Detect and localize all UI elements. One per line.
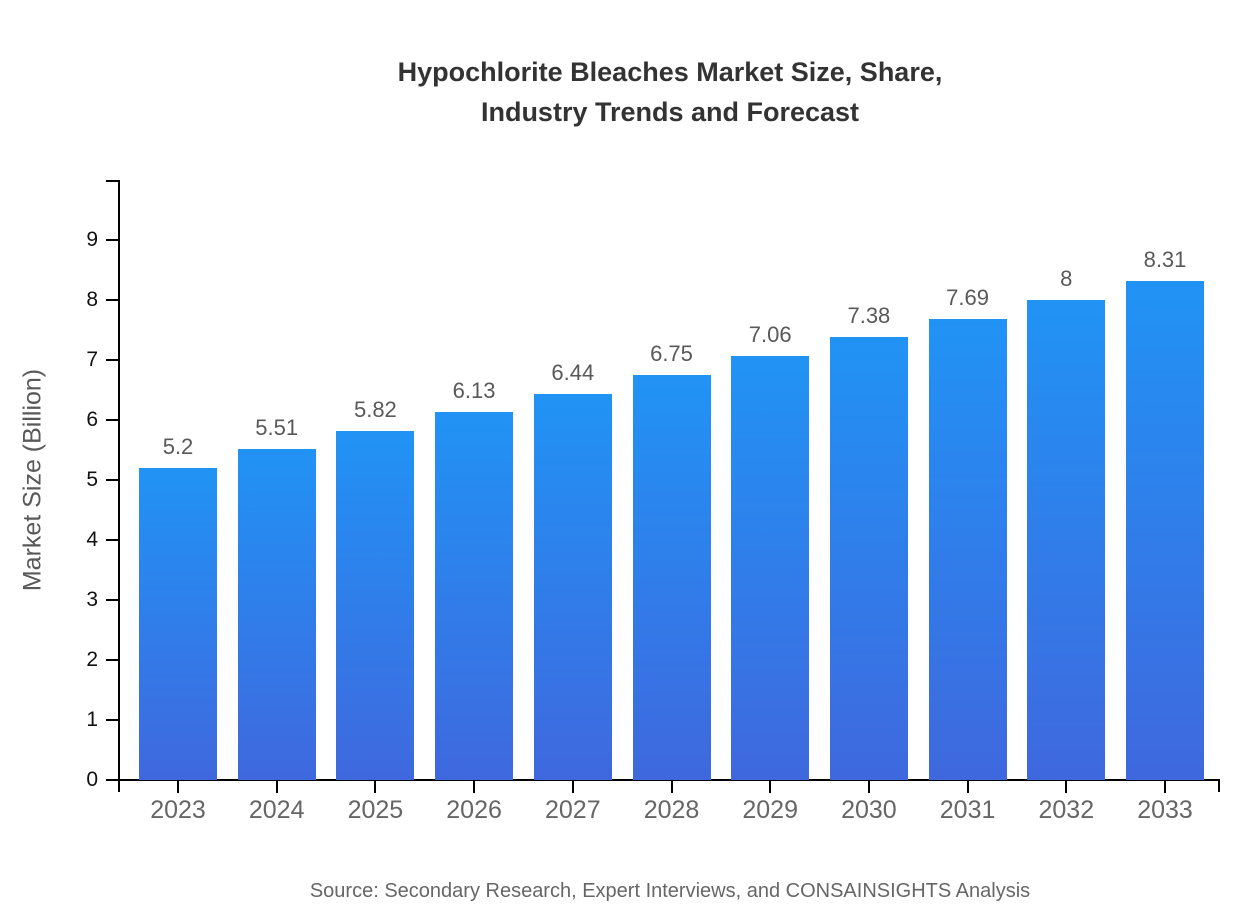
bar-2032: [1027, 300, 1106, 780]
y-axis-tick-label: 1: [86, 708, 98, 731]
bar-2029: [731, 356, 810, 780]
bar-2026: [435, 412, 514, 780]
bar-value-label-2027: 6.44: [551, 359, 595, 385]
y-axis-tick-label: 5: [86, 468, 98, 491]
bar-value-label-2031: 7.69: [946, 284, 989, 310]
x-axis-tick: [177, 781, 179, 793]
y-axis-tick-label: 7: [86, 348, 98, 371]
y-axis-tick-label: 3: [86, 588, 98, 611]
x-axis-tick-label-2028: 2028: [643, 796, 700, 824]
x-axis-tick: [1065, 781, 1068, 793]
x-axis-tick: [670, 781, 673, 793]
y-axis-tick-label: 4: [86, 528, 98, 551]
x-axis-end-cap: [1218, 779, 1220, 792]
x-axis-tick-label-2029: 2029: [742, 796, 798, 824]
y-axis-tick-label: 9: [86, 228, 98, 251]
y-axis-tick: [106, 419, 119, 421]
y-axis-top-cap: [106, 180, 120, 182]
bar-2030: [829, 337, 908, 780]
bar-2033: [1126, 281, 1204, 780]
bar-value-label-2024: 5.51: [255, 415, 299, 441]
bar-value-label-2032: 8: [1060, 266, 1073, 291]
y-axis-tick: [106, 359, 119, 361]
chart-title-line1: Hypochlorite Bleaches Market Size, Share…: [397, 57, 943, 87]
y-axis-tick-label: 0: [86, 768, 98, 791]
bar-2031: [928, 318, 1007, 780]
x-axis-tick: [769, 781, 772, 793]
x-axis-tick-label-2033: 2033: [1137, 796, 1193, 824]
x-axis-tick: [275, 781, 278, 793]
x-axis-tick-label-2023: 2023: [150, 796, 206, 824]
y-axis-tick: [106, 659, 119, 661]
y-axis-line: [118, 180, 120, 792]
chart-title: Hypochlorite Bleaches Market Size, Share…: [120, 52, 1220, 132]
x-axis-line: [118, 779, 1220, 781]
bar-value-label-2029: 7.06: [748, 322, 792, 348]
y-axis-tick: [106, 719, 119, 721]
y-axis-tick: [106, 599, 119, 601]
chart-title-line2: Industry Trends and Forecast: [480, 97, 860, 127]
bar-2028: [632, 375, 711, 780]
y-axis-tick-label: 8: [86, 288, 98, 311]
x-axis-tick: [374, 781, 377, 793]
x-axis-tick: [867, 781, 870, 793]
y-axis-tick: [106, 299, 119, 301]
bar-value-label-2023: 5.2: [162, 434, 194, 459]
bar-2025: [336, 430, 415, 780]
x-axis-tick-label-2032: 2032: [1038, 796, 1095, 824]
y-axis-tick: [106, 779, 119, 781]
bar-2027: [533, 393, 612, 780]
y-axis-tick: [106, 479, 119, 481]
bar-value-label-2033: 8.31: [1143, 247, 1187, 273]
x-axis-tick-label-2031: 2031: [939, 796, 996, 824]
x-axis-tick-label-2024: 2024: [248, 796, 305, 824]
x-axis-tick: [966, 781, 969, 793]
bar-value-label-2030: 7.38: [847, 303, 891, 329]
source-note: Source: Secondary Research, Expert Inter…: [309, 880, 1031, 902]
y-axis-tick-label: 6: [86, 408, 98, 431]
x-axis-tick: [473, 781, 476, 793]
bar-value-label-2028: 6.75: [650, 341, 693, 366]
x-axis-tick-label-2025: 2025: [347, 796, 404, 824]
y-axis-tick-label: 2: [86, 648, 98, 671]
x-axis-tick: [1164, 781, 1166, 793]
x-axis-tick-label-2030: 2030: [841, 796, 897, 824]
x-axis-tick: [571, 781, 574, 793]
bar-2024: [237, 449, 316, 780]
bar-value-label-2026: 6.13: [452, 378, 496, 404]
x-axis-tick-label-2026: 2026: [446, 796, 502, 824]
bar-2023: [139, 468, 217, 780]
x-axis-tick-label-2027: 2027: [544, 796, 601, 824]
bar-value-label-2025: 5.82: [353, 396, 397, 422]
y-axis-tick: [106, 539, 119, 541]
y-axis-tick: [106, 239, 119, 241]
